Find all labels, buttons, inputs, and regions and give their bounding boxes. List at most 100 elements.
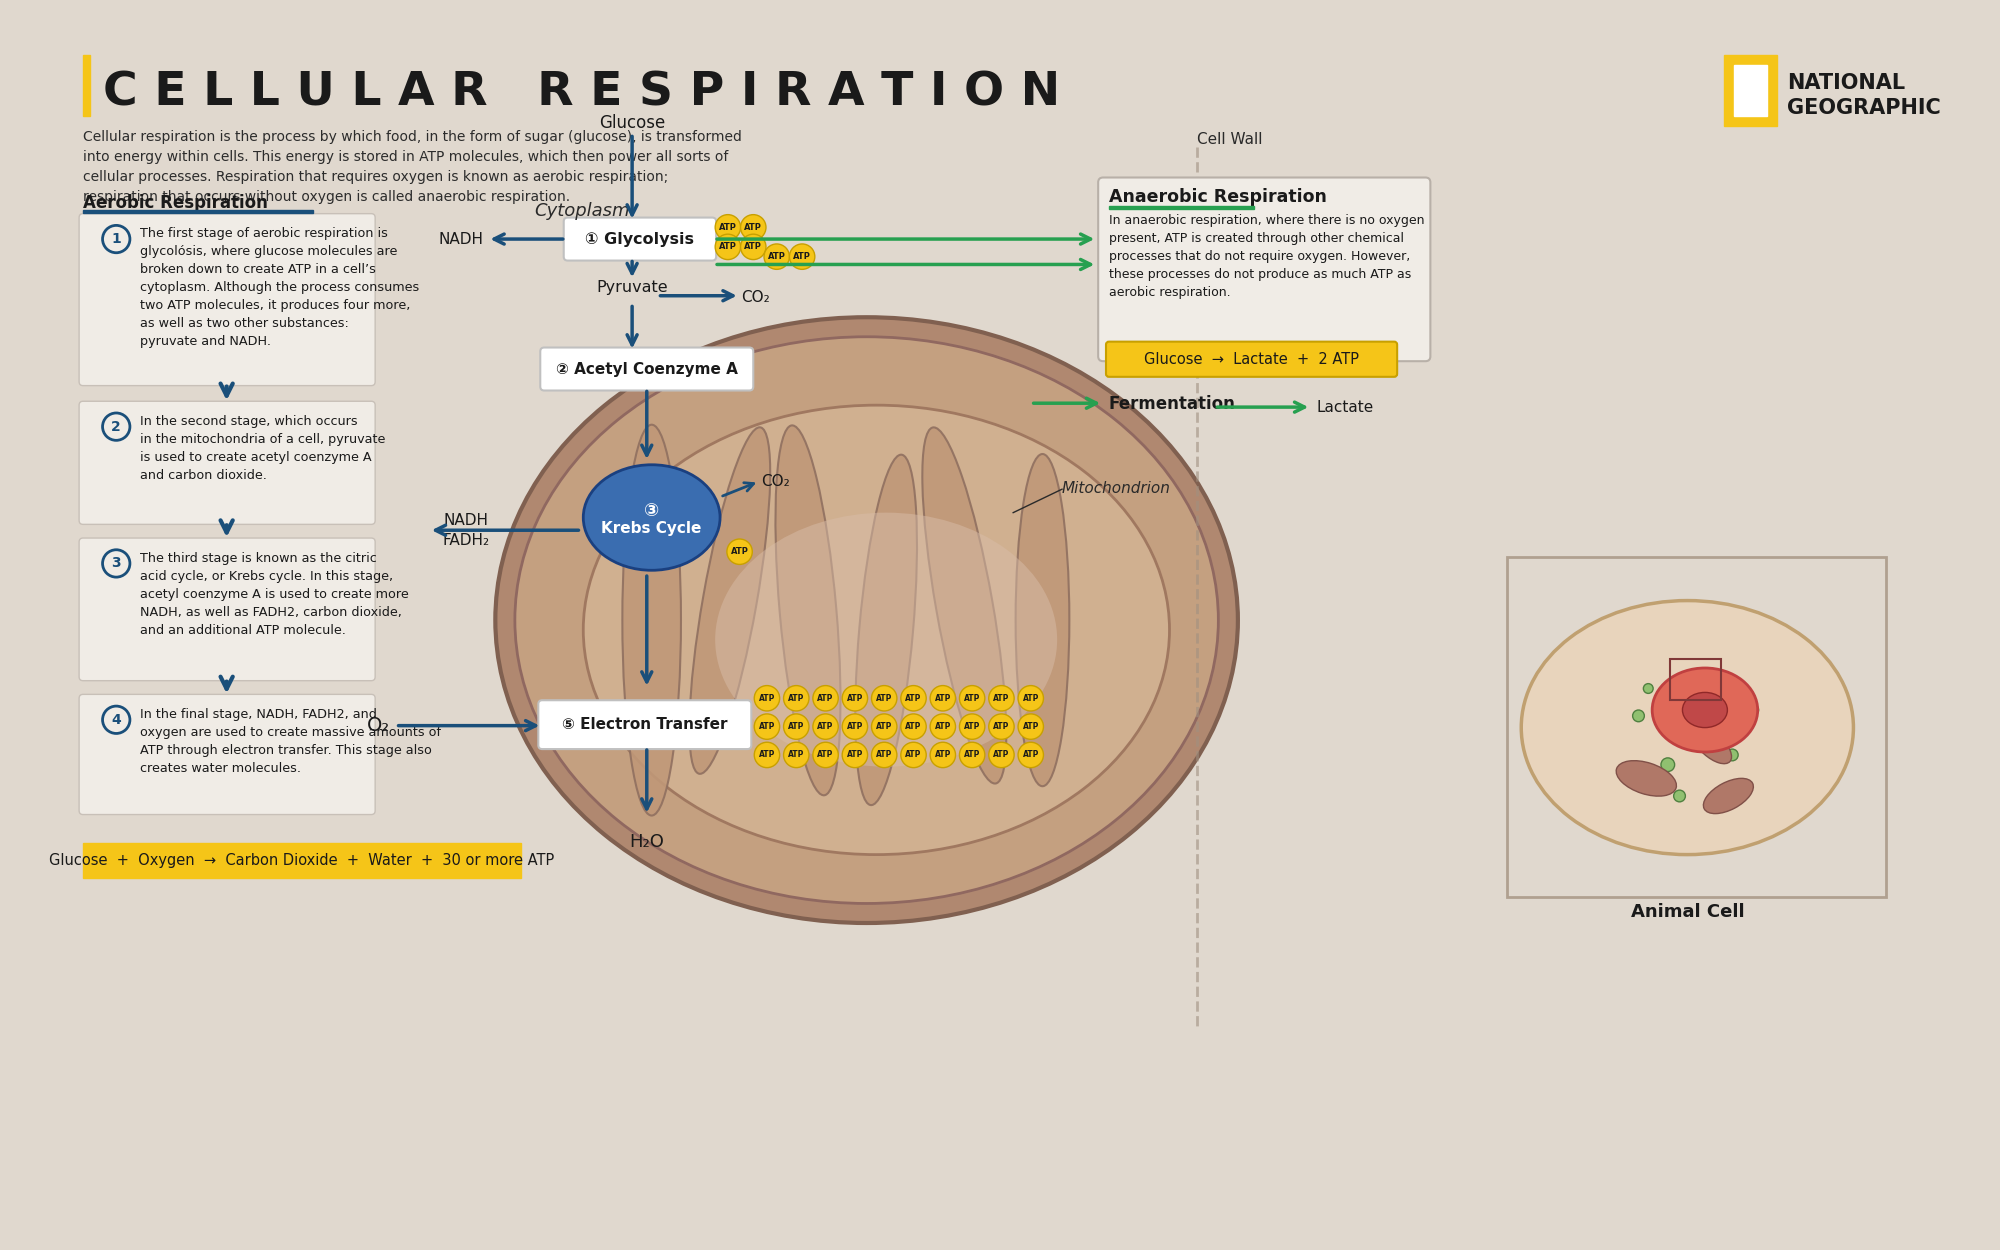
Circle shape — [1644, 684, 1654, 694]
Text: Cell Wall: Cell Wall — [1196, 131, 1262, 146]
Text: ATP: ATP — [934, 750, 952, 760]
Circle shape — [812, 714, 838, 739]
Text: ATP: ATP — [788, 750, 804, 760]
Text: ATP: ATP — [758, 722, 776, 731]
Circle shape — [790, 244, 814, 269]
Text: ATP: ATP — [994, 722, 1010, 731]
Text: ATP: ATP — [906, 694, 922, 703]
Text: The first stage of aerobic respiration is
glycolósis, where glucose molecules ar: The first stage of aerobic respiration i… — [140, 228, 418, 349]
Text: ATP: ATP — [846, 694, 864, 703]
Text: CO₂: CO₂ — [742, 290, 770, 305]
Text: Animal Cell: Animal Cell — [1630, 904, 1744, 921]
Circle shape — [1018, 714, 1044, 739]
Circle shape — [726, 539, 752, 565]
Circle shape — [1748, 705, 1758, 715]
Circle shape — [930, 685, 956, 711]
Circle shape — [842, 714, 868, 739]
Ellipse shape — [496, 318, 1238, 922]
Circle shape — [988, 685, 1014, 711]
Circle shape — [842, 742, 868, 768]
Ellipse shape — [1616, 761, 1676, 796]
Bar — [84, 842, 520, 877]
Bar — [1506, 556, 1886, 896]
Text: ATP: ATP — [758, 750, 776, 760]
Text: ③: ③ — [644, 501, 660, 520]
Text: CO₂: CO₂ — [762, 474, 790, 489]
Ellipse shape — [1016, 454, 1070, 786]
Text: The third stage is known as the citric
acid cycle, or Krebs cycle. In this stage: The third stage is known as the citric a… — [140, 551, 408, 636]
Text: C E L L U L A R   R E S P I R A T I O N: C E L L U L A R R E S P I R A T I O N — [102, 70, 1060, 115]
Text: Mitochondrion: Mitochondrion — [1062, 481, 1170, 496]
Circle shape — [900, 714, 926, 739]
FancyBboxPatch shape — [1106, 341, 1398, 376]
Bar — [84, 210, 312, 212]
Circle shape — [784, 714, 808, 739]
Text: ATP: ATP — [744, 242, 762, 251]
Text: ATP: ATP — [964, 722, 980, 731]
Circle shape — [784, 685, 808, 711]
Text: Cytoplasm: Cytoplasm — [534, 202, 630, 220]
Ellipse shape — [584, 465, 720, 570]
Text: Anaerobic Respiration: Anaerobic Respiration — [1108, 189, 1326, 206]
Ellipse shape — [1652, 668, 1758, 752]
Ellipse shape — [856, 455, 916, 805]
FancyBboxPatch shape — [564, 217, 716, 260]
FancyBboxPatch shape — [540, 348, 754, 390]
Text: ATP: ATP — [788, 694, 804, 703]
Text: ATP: ATP — [906, 750, 922, 760]
Bar — [84, 55, 90, 116]
Bar — [1108, 206, 1254, 209]
Circle shape — [872, 685, 896, 711]
Circle shape — [930, 742, 956, 768]
Circle shape — [900, 742, 926, 768]
Text: ① Glycolysis: ① Glycolysis — [586, 231, 694, 246]
Text: Lactate: Lactate — [1316, 400, 1374, 415]
Circle shape — [740, 215, 766, 240]
Ellipse shape — [690, 428, 770, 774]
Text: ATP: ATP — [876, 750, 892, 760]
Circle shape — [842, 685, 868, 711]
Text: ATP: ATP — [876, 722, 892, 731]
Text: ATP: ATP — [934, 722, 952, 731]
Circle shape — [764, 244, 790, 269]
Ellipse shape — [1692, 726, 1732, 764]
Text: ATP: ATP — [1022, 722, 1038, 731]
Text: ATP: ATP — [1022, 694, 1038, 703]
Text: ATP: ATP — [788, 722, 804, 731]
Text: ATP: ATP — [718, 222, 736, 231]
Circle shape — [872, 742, 896, 768]
Circle shape — [900, 685, 926, 711]
FancyBboxPatch shape — [80, 401, 376, 524]
Text: Glucose: Glucose — [598, 114, 666, 132]
Circle shape — [812, 742, 838, 768]
FancyBboxPatch shape — [1098, 177, 1430, 361]
Ellipse shape — [622, 425, 680, 815]
Circle shape — [872, 714, 896, 739]
Ellipse shape — [776, 425, 840, 795]
Circle shape — [812, 685, 838, 711]
Ellipse shape — [716, 512, 1058, 766]
Text: NATIONAL: NATIONAL — [1788, 72, 1906, 92]
Circle shape — [960, 714, 984, 739]
Text: ATP: ATP — [744, 222, 762, 231]
Text: Cellular respiration is the process by which food, in the form of sugar (glucose: Cellular respiration is the process by w… — [84, 130, 742, 204]
Text: Pyruvate: Pyruvate — [596, 280, 668, 295]
Text: In the second stage, which occurs
in the mitochondria of a cell, pyruvate
is use: In the second stage, which occurs in the… — [140, 415, 386, 482]
Circle shape — [988, 714, 1014, 739]
Circle shape — [716, 234, 740, 260]
Circle shape — [1018, 742, 1044, 768]
Text: 2: 2 — [112, 420, 122, 434]
Text: ② Acetyl Coenzyme A: ② Acetyl Coenzyme A — [556, 361, 738, 376]
Text: ATP: ATP — [794, 253, 812, 261]
Circle shape — [1018, 685, 1044, 711]
Text: ATP: ATP — [964, 694, 980, 703]
Text: ATP: ATP — [846, 722, 864, 731]
Circle shape — [754, 714, 780, 739]
Text: ATP: ATP — [818, 722, 834, 731]
Ellipse shape — [514, 336, 1218, 904]
Circle shape — [1674, 790, 1686, 801]
Text: Krebs Cycle: Krebs Cycle — [602, 521, 702, 536]
Circle shape — [960, 742, 984, 768]
Circle shape — [960, 685, 984, 711]
Text: In the final stage, NADH, FADH2, and
oxygen are used to create massive amounts o: In the final stage, NADH, FADH2, and oxy… — [140, 707, 440, 775]
